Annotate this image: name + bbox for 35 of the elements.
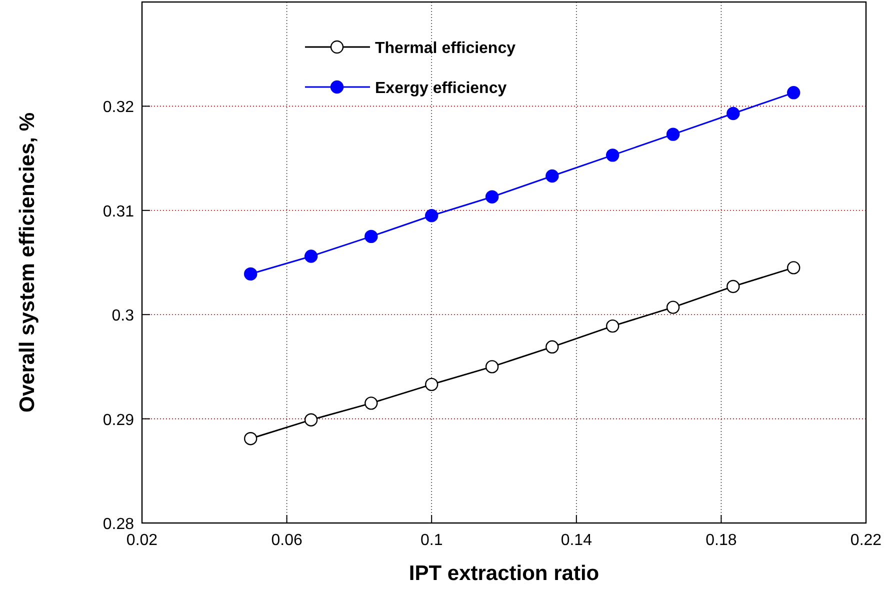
point xyxy=(787,261,800,274)
point xyxy=(425,209,438,222)
point xyxy=(244,267,258,281)
point xyxy=(606,148,620,162)
x-tick-label: 0.14 xyxy=(560,532,592,549)
point xyxy=(606,319,620,333)
y-tick-label: 0.28 xyxy=(102,516,134,533)
point xyxy=(666,300,680,314)
point xyxy=(485,190,499,204)
point xyxy=(726,280,740,294)
point xyxy=(364,230,378,244)
point xyxy=(726,106,740,120)
y-tick-label: 0.32 xyxy=(102,99,134,116)
point xyxy=(546,169,559,183)
y-tick-label: 0.3 xyxy=(112,308,134,325)
y-axis-title: Overall system efficiencies, % xyxy=(16,112,39,412)
y-tick-label: 0.29 xyxy=(102,412,134,429)
legend-label: Exergy efficiency xyxy=(375,80,507,97)
point xyxy=(546,340,559,354)
x-tick-label: 0.22 xyxy=(850,532,882,549)
x-tick-label: 0.02 xyxy=(126,532,158,549)
legend-label: Thermal efficiency xyxy=(375,40,516,57)
x-tick-label: 0.1 xyxy=(420,532,443,549)
point xyxy=(244,432,258,446)
point xyxy=(304,250,318,263)
point xyxy=(364,396,378,410)
x-tick-label: 0.18 xyxy=(706,532,737,549)
x-axis-title: IPT extraction ratio xyxy=(408,562,600,585)
point xyxy=(304,413,318,426)
point xyxy=(425,378,438,392)
x-tick-label: 0.06 xyxy=(271,532,302,549)
y-tick-label: 0.31 xyxy=(102,203,134,220)
point xyxy=(485,360,499,374)
point xyxy=(666,128,680,141)
point xyxy=(787,86,800,100)
